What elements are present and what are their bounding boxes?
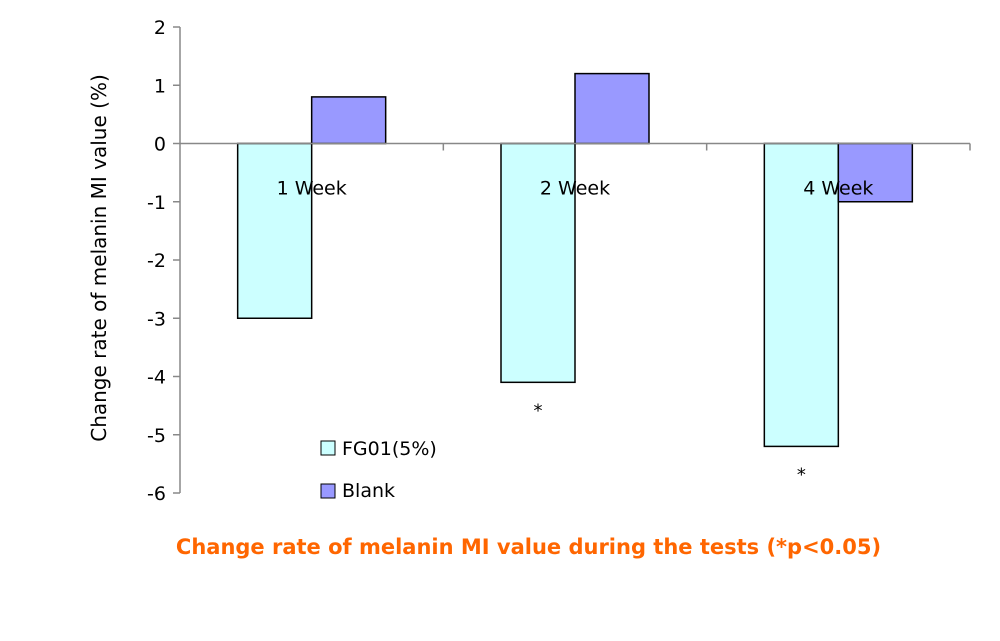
y-tick-label: 1 bbox=[154, 75, 166, 97]
bar-blank-1-week bbox=[310, 96, 387, 145]
significance-star: * bbox=[534, 400, 543, 421]
category-label: 4 Week bbox=[803, 178, 873, 200]
bar-fg01-5-1-week bbox=[236, 142, 313, 319]
bar-fg01-5-4-week bbox=[763, 142, 840, 448]
y-tick-label: -1 bbox=[147, 192, 166, 214]
category-labels: 1 Week 2 Week 4 Week bbox=[277, 178, 874, 200]
legend-label-blank: Blank bbox=[342, 480, 395, 502]
bar-blank-2-week bbox=[574, 72, 650, 145]
significance-star: * bbox=[797, 464, 806, 485]
y-axis: 2 1 0 -1 -2 -3 -4 -5 -6 bbox=[147, 17, 181, 505]
y-tick-label: -5 bbox=[147, 425, 166, 447]
chart-caption: Change rate of melanin MI value during t… bbox=[175, 535, 882, 559]
legend-swatch-fg01 bbox=[320, 440, 336, 456]
bars bbox=[236, 72, 914, 448]
category-label: 2 Week bbox=[540, 178, 610, 200]
y-axis-label: Change rate of melanin MI value (%) bbox=[87, 74, 111, 442]
y-tick-label: -4 bbox=[147, 367, 166, 389]
y-tick-label: -2 bbox=[147, 250, 166, 272]
significance-marks: ** bbox=[534, 400, 806, 485]
bar-fg01-5-2-week bbox=[500, 142, 576, 384]
legend: FG01(5%) Blank bbox=[320, 438, 437, 502]
legend-swatch-blank bbox=[320, 483, 336, 499]
y-tick-label: 0 bbox=[154, 134, 166, 156]
category-label: 1 Week bbox=[277, 178, 347, 200]
y-tick-label: 2 bbox=[154, 17, 166, 39]
x-axis bbox=[180, 142, 971, 151]
y-tick-label: -3 bbox=[147, 308, 166, 330]
y-tick-label: -6 bbox=[147, 483, 166, 505]
legend-label-fg01: FG01(5%) bbox=[342, 438, 437, 460]
